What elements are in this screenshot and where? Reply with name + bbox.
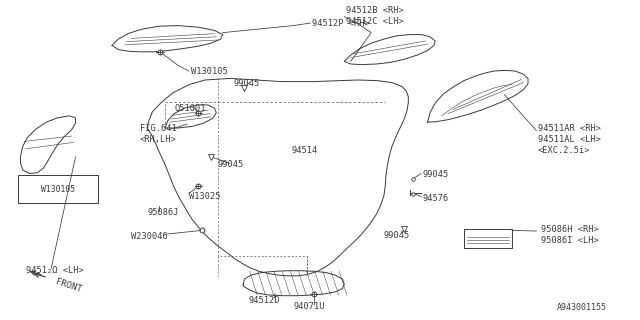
Text: W130105: W130105 (191, 68, 227, 76)
Text: 9451₂Ω <LH>: 9451₂Ω <LH> (26, 266, 83, 275)
Text: 94512P <RH>: 94512P <RH> (312, 20, 370, 28)
Text: 95086J: 95086J (147, 208, 179, 217)
Text: 94512D: 94512D (248, 296, 280, 305)
Text: A943001155: A943001155 (557, 303, 607, 312)
Text: FRONT: FRONT (54, 277, 83, 294)
Text: W13025: W13025 (189, 192, 220, 201)
Text: 99045: 99045 (384, 231, 410, 240)
Text: 94512B <RH>
94512C <LH>: 94512B <RH> 94512C <LH> (346, 6, 403, 26)
Text: Q51001: Q51001 (174, 104, 205, 113)
Text: 94511AR <RH>
94511AL <LH>
<EXC.2.5i>: 94511AR <RH> 94511AL <LH> <EXC.2.5i> (538, 124, 600, 155)
Text: 94514: 94514 (291, 146, 317, 155)
Text: 94576: 94576 (422, 194, 449, 203)
Text: 95086H <RH>
95086I <LH>: 95086H <RH> 95086I <LH> (541, 225, 598, 245)
Text: FIG.641
<RH,LH>: FIG.641 <RH,LH> (140, 124, 176, 144)
Text: 99045: 99045 (422, 170, 449, 179)
Text: 94071U: 94071U (293, 302, 324, 311)
Text: 99045: 99045 (218, 160, 244, 169)
Text: W130105: W130105 (41, 185, 75, 194)
Bar (18, 175, 98, 203)
Text: 99045: 99045 (234, 79, 260, 88)
Text: W230046: W230046 (131, 232, 168, 241)
